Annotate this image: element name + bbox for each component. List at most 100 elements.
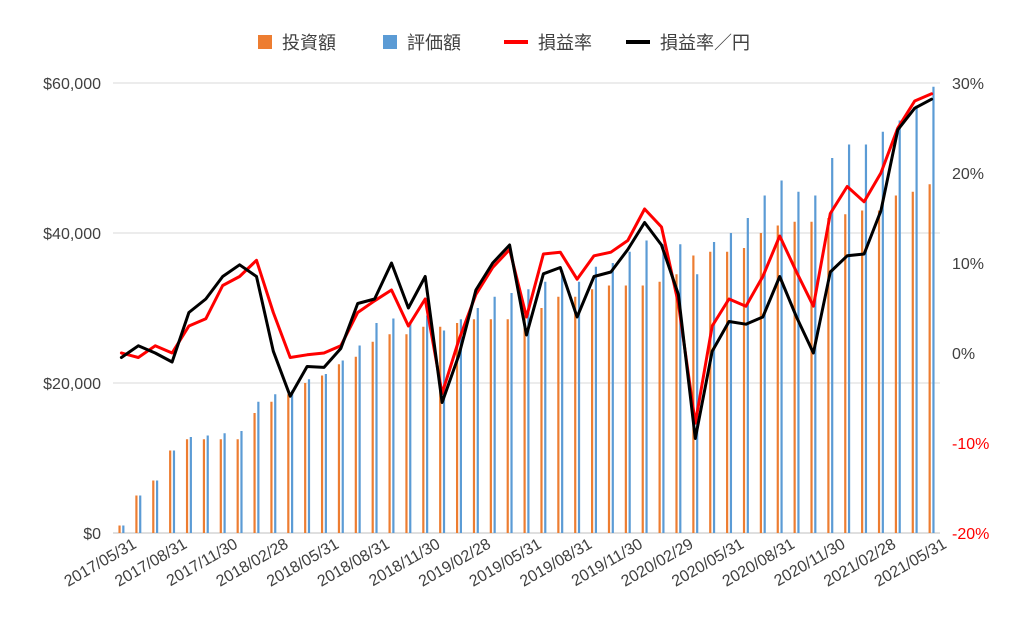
bar-投資額 <box>169 450 172 533</box>
bar-評価額 <box>864 144 868 533</box>
bar-series-group <box>118 86 935 533</box>
bar-評価額 <box>696 274 699 533</box>
bar-投資額 <box>135 495 138 533</box>
bar-投資額 <box>607 285 611 533</box>
bar-評価額 <box>712 242 716 533</box>
bar-投資額 <box>455 323 459 533</box>
bar-評価額 <box>358 345 361 533</box>
bar-評価額 <box>442 330 446 533</box>
legend: 投資額 評価額 損益率 損益率／円 <box>258 33 750 53</box>
bar-評価額 <box>459 319 462 533</box>
bar-評価額 <box>932 86 935 533</box>
bar-評価額 <box>814 195 817 533</box>
bar-投資額 <box>523 315 526 533</box>
bar-評価額 <box>561 270 564 533</box>
legend-label-評価額: 評価額 <box>407 33 461 53</box>
bar-投資額 <box>776 225 779 533</box>
bar-投資額 <box>202 439 206 533</box>
bar-評価額 <box>544 281 547 533</box>
bar-投資額 <box>540 308 543 533</box>
bar-投資額 <box>759 233 762 533</box>
bar-投資額 <box>439 326 442 533</box>
bar-評価額 <box>915 105 918 533</box>
bar-投資額 <box>675 274 678 533</box>
bar-評価額 <box>527 289 530 533</box>
left-axis-tick-label: $60,000 <box>43 76 101 93</box>
bar-投資額 <box>185 439 189 533</box>
bar-評価額 <box>324 374 327 533</box>
bar-投資額 <box>844 214 847 533</box>
bar-評価額 <box>628 251 631 533</box>
bar-投資額 <box>270 401 273 533</box>
bar-投資額 <box>641 285 644 533</box>
bar-評価額 <box>274 394 277 533</box>
bar-評価額 <box>426 315 429 533</box>
bar-投資額 <box>219 439 222 533</box>
bar-評価額 <box>831 158 834 533</box>
bar-投資額 <box>287 394 290 533</box>
bar-評価額 <box>662 244 665 533</box>
bar-投資額 <box>793 221 796 533</box>
bar-評価額 <box>746 218 749 533</box>
line-series-group <box>119 92 934 440</box>
bar-評価額 <box>240 431 243 533</box>
bar-評価額 <box>392 318 395 533</box>
bar-評価額 <box>898 120 901 533</box>
bar-投資額 <box>405 334 408 533</box>
bar-評価額 <box>172 450 176 533</box>
legend-label-損益率／円: 損益率／円 <box>660 33 750 53</box>
bar-投資額 <box>624 285 627 533</box>
bar-評価額 <box>729 233 733 533</box>
bar-投資額 <box>354 356 357 533</box>
legend-label-損益率: 損益率 <box>538 33 592 53</box>
bar-評価額 <box>493 296 496 533</box>
bar-評価額 <box>679 244 682 533</box>
bar-投資額 <box>337 364 341 533</box>
bar-評価額 <box>189 437 192 533</box>
bar-投資額 <box>827 218 830 533</box>
bar-投資額 <box>810 221 813 533</box>
bar-評価額 <box>257 401 260 533</box>
left-axis: $0 $20,000 $40,000 $60,000 <box>43 76 101 543</box>
bar-投資額 <box>118 525 121 533</box>
right-axis-tick-label: 10% <box>952 256 984 273</box>
bar-投資額 <box>506 319 509 533</box>
bar-評価額 <box>409 323 412 533</box>
bar-評価額 <box>594 266 598 533</box>
left-axis-tick-label: $40,000 <box>43 226 101 243</box>
bar-投資額 <box>557 296 560 533</box>
bar-投資額 <box>877 210 881 533</box>
bar-評価額 <box>139 495 142 533</box>
bar-評価額 <box>577 281 581 533</box>
bar-評価額 <box>645 240 648 533</box>
bar-評価額 <box>341 360 344 533</box>
right-axis-tick-label: 30% <box>952 76 984 93</box>
line-損益率 <box>119 92 934 425</box>
bar-評価額 <box>223 433 226 533</box>
left-axis-tick-label: $20,000 <box>43 376 101 393</box>
line-損益率／円 <box>119 97 934 440</box>
bar-投資額 <box>894 195 898 533</box>
bar-投資額 <box>658 281 661 533</box>
bar-投資額 <box>911 191 914 533</box>
bar-評価額 <box>847 144 851 533</box>
bar-評価額 <box>476 308 479 533</box>
bar-評価額 <box>307 379 311 533</box>
bar-投資額 <box>422 326 425 533</box>
right-axis-tick-label: -20% <box>952 526 989 543</box>
bar-投資額 <box>371 341 374 533</box>
bar-評価額 <box>510 293 513 533</box>
legend-swatch-評価額 <box>383 35 397 49</box>
x-axis: 2017/05/312017/08/312017/11/302018/02/28… <box>62 536 950 591</box>
bar-投資額 <box>236 439 239 533</box>
bar-投資額 <box>574 296 577 533</box>
bar-評価額 <box>291 390 294 533</box>
legend-swatch-投資額 <box>258 35 272 49</box>
bar-投資額 <box>692 255 695 533</box>
bar-投資額 <box>928 184 931 533</box>
bar-評価額 <box>780 180 783 533</box>
legend-label-投資額: 投資額 <box>282 33 336 53</box>
bar-投資額 <box>152 480 155 533</box>
